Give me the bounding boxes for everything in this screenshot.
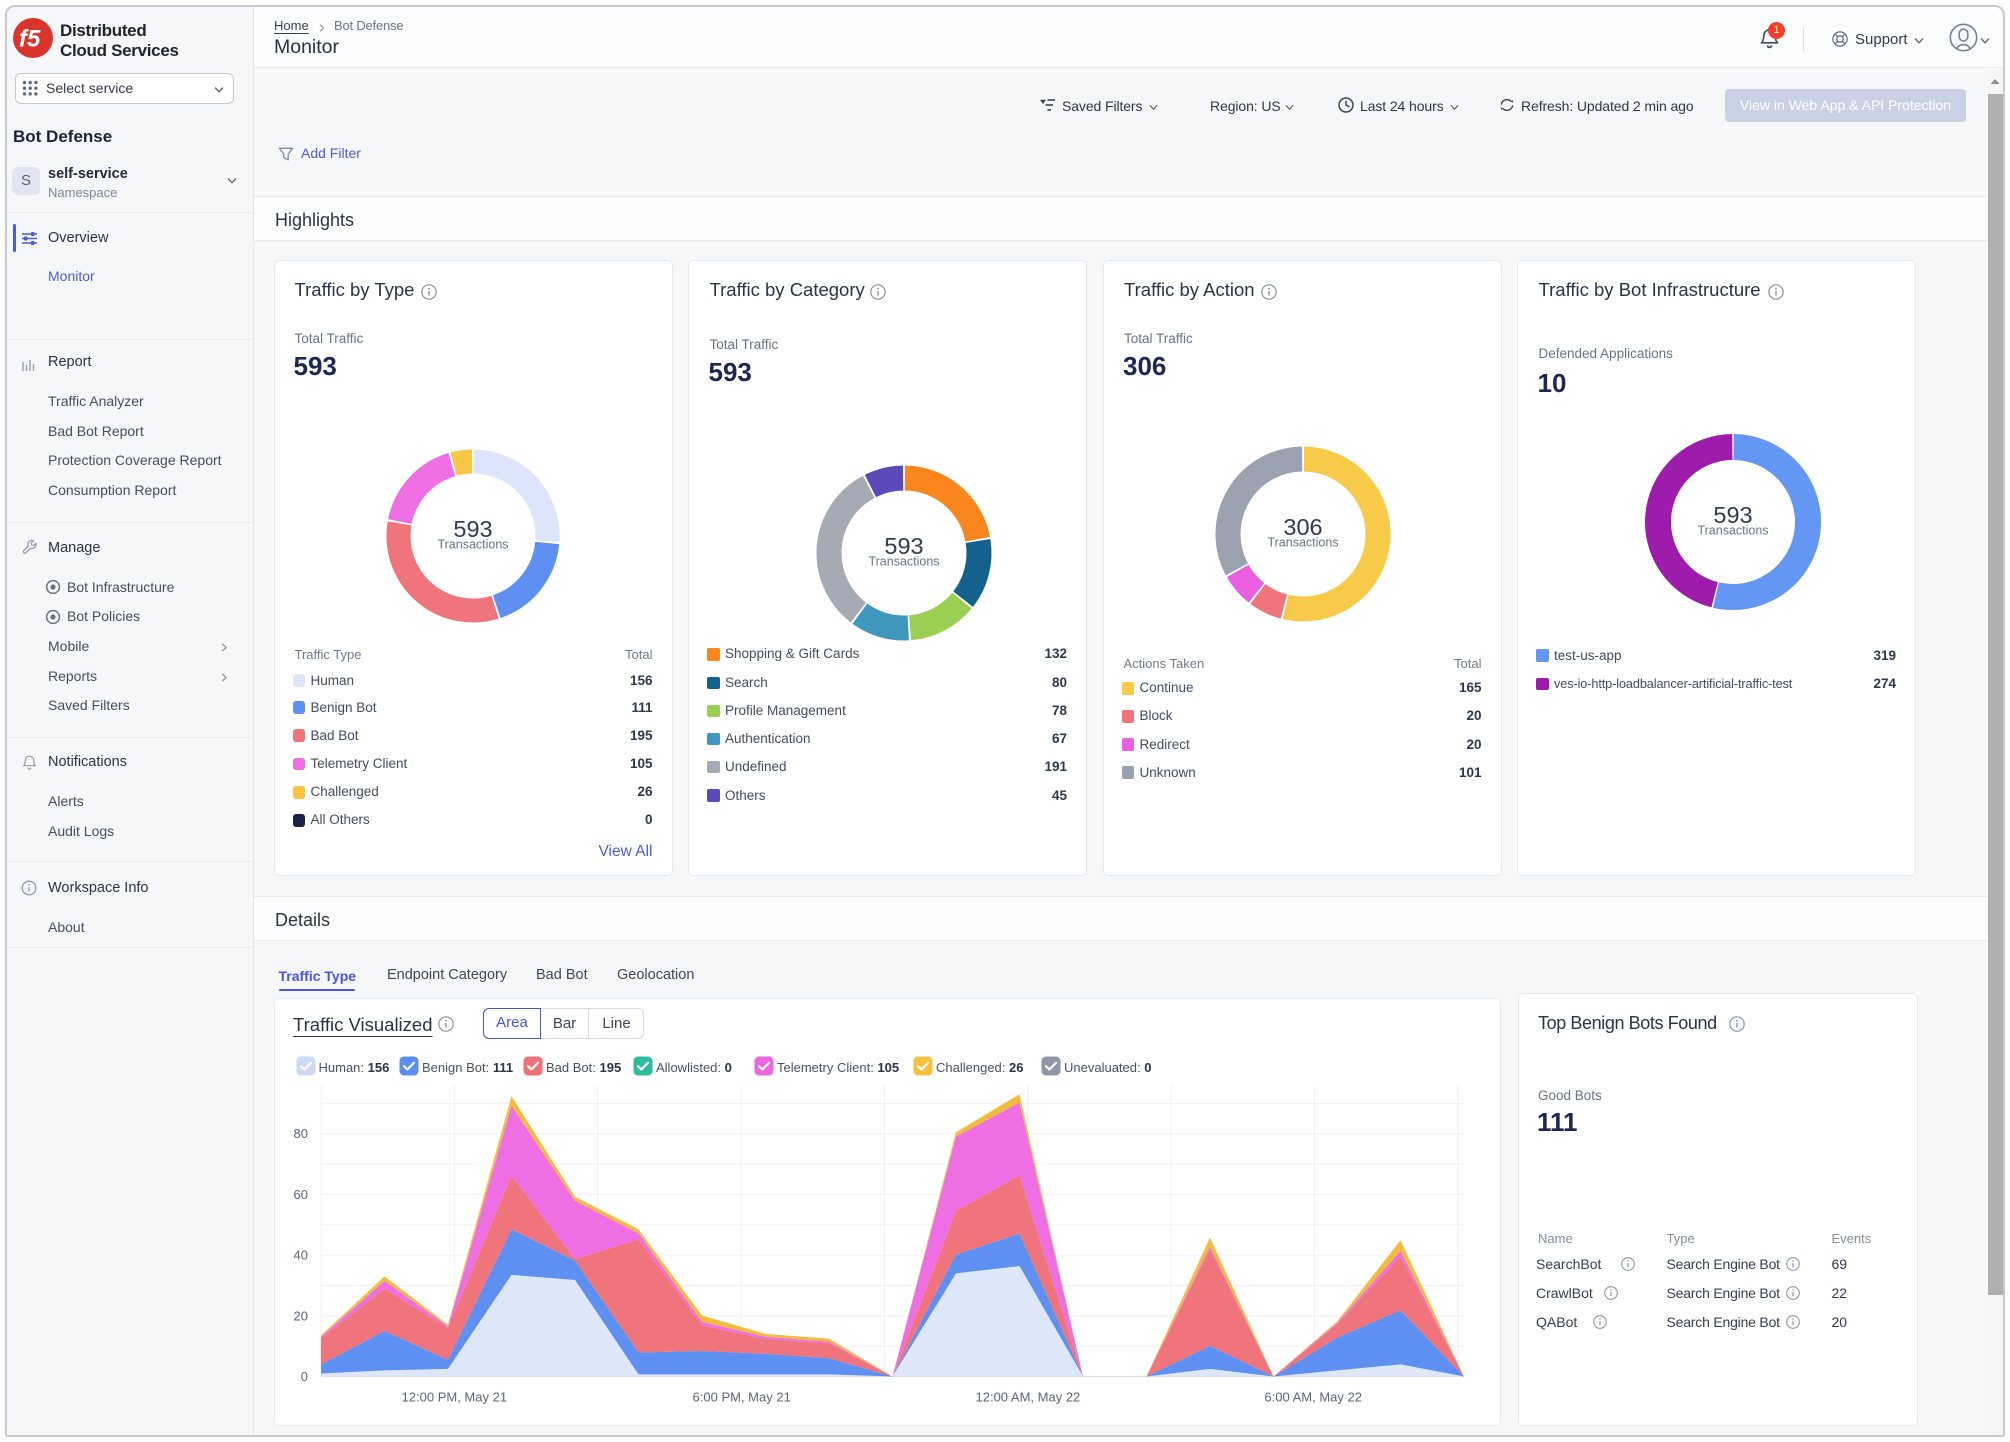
svg-text:6:00 AM, May 22: 6:00 AM, May 22 [1264, 1390, 1362, 1405]
svg-text:306: 306 [1283, 514, 1322, 540]
svg-text:6:00 PM, May 21: 6:00 PM, May 21 [693, 1390, 791, 1405]
svg-text:f5: f5 [19, 26, 41, 53]
svg-text:593: 593 [453, 516, 492, 542]
svg-text:0: 0 [301, 1369, 308, 1384]
svg-text:20: 20 [294, 1308, 308, 1323]
svg-text:60: 60 [294, 1187, 308, 1202]
svg-text:Transactions: Transactions [1698, 524, 1769, 538]
svg-text:Transactions: Transactions [437, 538, 508, 552]
svg-text:593: 593 [884, 533, 923, 559]
svg-text:40: 40 [294, 1248, 308, 1263]
svg-text:12:00 PM, May 21: 12:00 PM, May 21 [402, 1390, 508, 1405]
svg-text:12:00 AM, May 22: 12:00 AM, May 22 [976, 1390, 1081, 1405]
svg-text:593: 593 [1714, 502, 1753, 528]
svg-text:Transactions: Transactions [868, 555, 939, 569]
svg-text:Transactions: Transactions [1267, 536, 1338, 550]
svg-text:80: 80 [294, 1126, 308, 1141]
